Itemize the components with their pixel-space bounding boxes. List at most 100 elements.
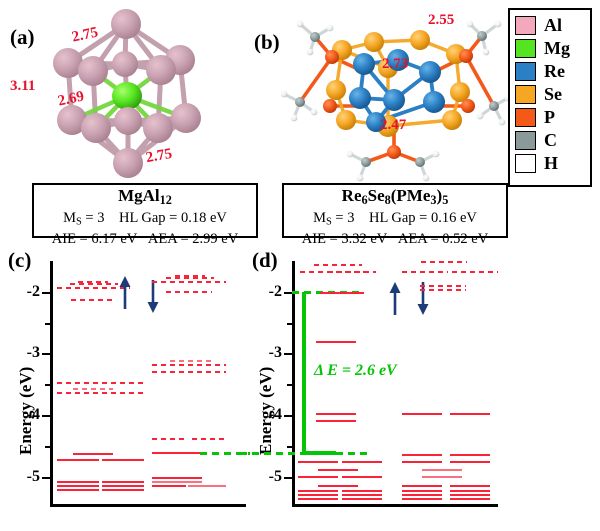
info-title-re6se8pme35: Re6Se8(PMe3)5 — [284, 186, 506, 210]
formula-se: Se — [367, 186, 385, 205]
level-line — [342, 476, 382, 478]
ms-symbol-right: M — [313, 210, 326, 227]
ms-subscript: S — [75, 216, 82, 228]
re6se8pme3-5-structure — [280, 20, 510, 182]
legend-label-al: Al — [544, 15, 562, 35]
level-line — [175, 275, 205, 277]
level-line — [450, 490, 490, 492]
info-title-mgal12: MgAl12 — [34, 186, 256, 210]
spin-down-arrow — [147, 280, 159, 313]
panel-c-y-axis — [50, 261, 53, 506]
level-line — [102, 481, 144, 483]
panel-c-ylabel--3: -3 — [26, 344, 40, 361]
panel-c-ylabel--4: -4 — [26, 406, 40, 423]
level-line — [298, 494, 338, 496]
formula-base: MgAl — [118, 186, 160, 205]
level-line — [152, 438, 186, 440]
level-line — [342, 498, 382, 500]
level-line — [450, 413, 490, 415]
level-line — [298, 490, 338, 492]
level-line — [152, 452, 202, 454]
level-line — [102, 392, 144, 394]
panel-c-plot: -2 -3 -4 -5 — [0, 240, 250, 531]
panel-c-minor-tick-1 — [45, 323, 51, 325]
legend-label-re: Re — [544, 61, 565, 81]
info-box-mgal12: MgAl12 MS = 3 HL Gap = 0.18 eV AIE = 6.1… — [32, 183, 258, 247]
level-line — [152, 485, 186, 487]
level-line — [402, 485, 442, 487]
level-line — [421, 261, 467, 263]
level-line — [402, 498, 442, 500]
panel-c-minor-tick-2 — [45, 384, 51, 386]
level-line — [78, 281, 108, 283]
legend-item-se: Se — [515, 83, 587, 106]
level-line — [402, 490, 442, 492]
mgal12-structure — [53, 9, 201, 178]
legend-swatch-se — [515, 85, 536, 104]
panel-d-minor-tick-2 — [287, 384, 293, 386]
level-line — [422, 469, 462, 471]
level-line — [298, 476, 338, 478]
level-line — [318, 485, 358, 487]
panel-d-ylabel--4: -4 — [268, 406, 282, 423]
level-line — [71, 299, 115, 301]
legend-item-h: H — [515, 152, 587, 175]
panel-c-minor-tick-3 — [45, 446, 51, 448]
level-line — [57, 392, 99, 394]
panel-c-tick--2 — [42, 292, 51, 294]
spin-up-arrow — [119, 276, 131, 309]
level-line — [450, 498, 490, 500]
level-line — [73, 453, 113, 455]
formula-sub: 12 — [159, 193, 172, 208]
info-line-1-left-box: MS = 3 HL Gap = 0.18 eV — [34, 210, 256, 231]
legend-swatch-h — [515, 154, 536, 173]
level-line — [422, 476, 462, 478]
panel-d-minor-tick-1 — [287, 323, 293, 325]
level-line — [316, 341, 356, 343]
level-line — [314, 264, 362, 266]
level-line — [402, 494, 442, 496]
level-line — [420, 285, 466, 287]
aie-left: AIE = 6.17 eV — [51, 230, 137, 247]
level-line — [298, 498, 338, 500]
panel-d-ylabel--3: -3 — [268, 344, 282, 361]
bond-label-a-2: 3.11 — [10, 78, 36, 94]
panel-d-letter: (d) — [252, 248, 278, 272]
level-line — [402, 461, 442, 463]
level-line — [402, 413, 442, 415]
level-line — [316, 420, 356, 422]
hl-gap-left: HL Gap = 0.18 eV — [118, 210, 227, 227]
panel-d-y-axis — [292, 261, 295, 506]
legend-label-c: C — [544, 130, 557, 150]
level-line — [402, 271, 448, 273]
panel-d-ylabel--2: -2 — [268, 283, 282, 300]
panel-c-letter: (c) — [8, 248, 32, 272]
level-line — [316, 413, 356, 415]
panel-b-letter: (b) — [254, 30, 280, 54]
legend-item-al: Al — [515, 14, 587, 37]
ms-value: = 3 — [81, 210, 105, 227]
legend-item-c: C — [515, 129, 587, 152]
spin-up-arrow — [389, 282, 401, 315]
level-line — [73, 388, 113, 390]
info-line-1-right-box: MS = 3 HL Gap = 0.16 eV — [284, 210, 506, 231]
panel-c-tick--4 — [42, 415, 51, 417]
level-line — [152, 371, 226, 373]
level-line — [298, 461, 338, 463]
level-line — [152, 364, 226, 366]
level-line — [57, 485, 99, 487]
panel-c-x-axis — [50, 504, 246, 507]
panel-d-tick--3 — [284, 353, 293, 355]
aie-right: AIE = 3.32 eV — [301, 230, 387, 247]
spin-down-arrow — [417, 282, 429, 315]
panel-d-tick--4 — [284, 415, 293, 417]
level-line — [188, 485, 226, 487]
bond-label-b-3: 2.47 — [380, 117, 407, 133]
level-line — [402, 454, 442, 456]
level-line — [450, 494, 490, 496]
ms-subscript-right: S — [325, 216, 332, 228]
legend-swatch-re — [515, 62, 536, 81]
gap-bar-base — [302, 451, 336, 455]
level-line — [318, 469, 358, 471]
info-line-2-right-box: AIE = 3.32 eV AEA = 0.52 eV — [284, 231, 506, 248]
